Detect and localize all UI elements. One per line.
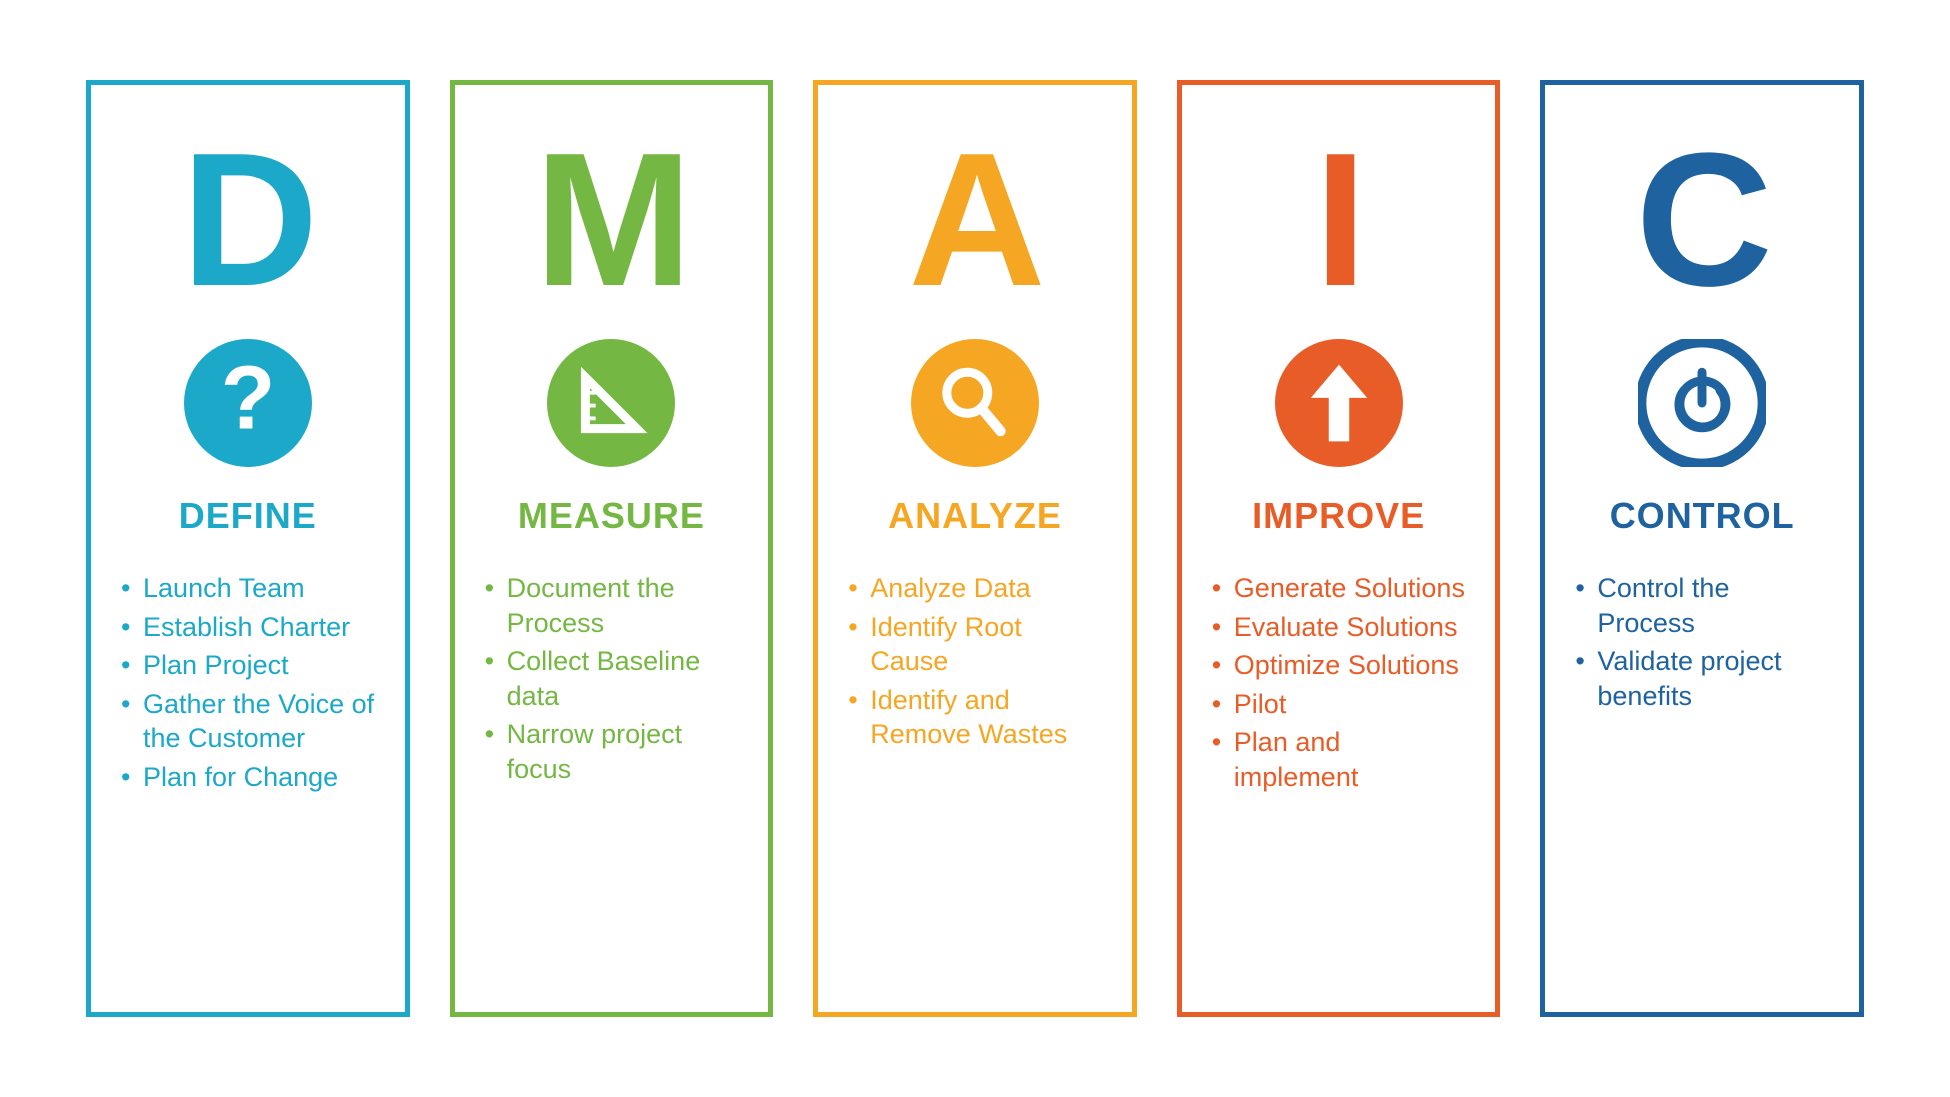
bullet-item: Control the Process	[1575, 571, 1831, 640]
set-square-icon	[547, 339, 675, 467]
card-analyze: A ANALYZE Analyze Data Identify Root Cause…	[813, 80, 1137, 1017]
card-letter: C	[1636, 125, 1769, 315]
card-bullets: Control the ProcessValidate project bene…	[1567, 571, 1837, 717]
card-icon	[1638, 339, 1766, 467]
bullet-item: Establish Charter	[121, 610, 377, 645]
bullet-item: Plan for Change	[121, 760, 377, 795]
card-letter: M	[534, 125, 688, 315]
power-icon	[1638, 339, 1766, 467]
card-define: D ? DEFINELaunch TeamEstablish CharterPl…	[86, 80, 410, 1017]
bullet-item: Plan and implement	[1212, 725, 1468, 794]
card-control: C CONTROL Control the ProcessValidate pro…	[1540, 80, 1864, 1017]
bullet-item: Analyze Data	[848, 571, 1104, 606]
dmaic-infographic: D ? DEFINELaunch TeamEstablish CharterPl…	[0, 0, 1950, 1097]
bullet-item: Generate Solutions	[1212, 571, 1468, 606]
svg-text:?: ?	[220, 348, 275, 448]
card-icon	[1275, 339, 1403, 467]
card-title: DEFINE	[179, 495, 317, 537]
card-bullets: Generate Solutions Evaluate SolutionsOpti…	[1204, 571, 1474, 798]
card-title: MEASURE	[518, 495, 705, 537]
card-title: ANALYZE	[888, 495, 1062, 537]
bullet-item: Plan Project	[121, 648, 377, 683]
bullet-item: Optimize Solutions	[1212, 648, 1468, 683]
bullet-item: Identify and Remove Wastes	[848, 683, 1104, 752]
bullet-item: Validate project benefits	[1575, 644, 1831, 713]
card-bullets: Document the ProcessCollect Baseline dat…	[477, 571, 747, 790]
card-title: IMPROVE	[1252, 495, 1425, 537]
bullet-item: Identify Root Cause	[848, 610, 1104, 679]
card-icon: ?	[184, 339, 312, 467]
bullet-item: Document the Process	[485, 571, 741, 640]
bullet-item: Gather the Voice of the Customer	[121, 687, 377, 756]
bullet-item: Pilot	[1212, 687, 1468, 722]
card-letter: D	[181, 125, 314, 315]
card-bullets: Analyze Data Identify Root CauseIdentify …	[840, 571, 1110, 756]
bullet-item: Narrow project focus	[485, 717, 741, 786]
card-improve: I IMPROVE Generate Solutions Evaluate Solu…	[1177, 80, 1501, 1017]
bullet-item: Collect Baseline data	[485, 644, 741, 713]
magnifier-icon	[911, 339, 1039, 467]
question-icon: ?	[184, 339, 312, 467]
card-icon	[547, 339, 675, 467]
bullet-item: Evaluate Solutions	[1212, 610, 1468, 645]
card-title: CONTROL	[1610, 495, 1795, 537]
card-letter: A	[908, 125, 1041, 315]
card-icon	[911, 339, 1039, 467]
bullet-item: Launch Team	[121, 571, 377, 606]
card-bullets: Launch Team Establish CharterPlan Project…	[113, 571, 383, 798]
card-measure: M MEASURE Document the ProcessCollect Bas…	[450, 80, 774, 1017]
arrow-up-icon	[1275, 339, 1403, 467]
card-letter: I	[1314, 125, 1363, 315]
